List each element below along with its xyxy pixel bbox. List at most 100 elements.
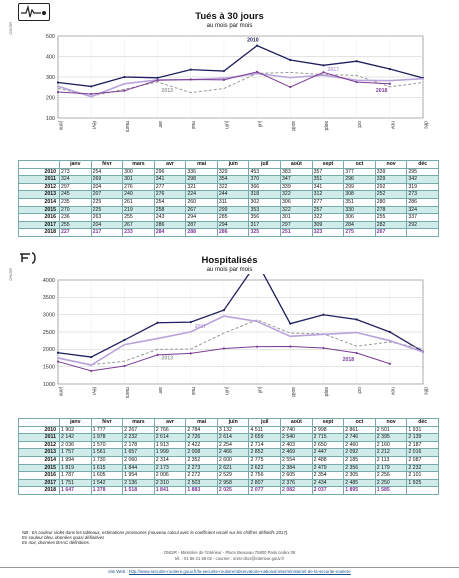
table2-value-cell: 2 139: [406, 433, 439, 442]
table1-value-cell: 240: [122, 190, 155, 199]
chart2-xtick-group: sept: [323, 387, 329, 397]
table1-value-cell: 258: [153, 205, 187, 215]
table2-header-cell: avr: [153, 418, 187, 427]
table1-value-cell: 329: [216, 167, 250, 177]
table2-value-cell: 2 614: [216, 433, 250, 442]
chart2-xtick-label: mai: [190, 387, 196, 395]
chart2-xtick-label: juin: [223, 386, 229, 395]
chart2-ytick-label: 1500: [43, 364, 55, 370]
table1-value-cell: 339: [374, 167, 408, 177]
table1-value-cell: 296: [343, 175, 376, 184]
chart2-xtick-label: sept: [323, 387, 329, 397]
table1-value-cell: 285: [216, 213, 250, 222]
table2-table-row: 2017 1 751 1 542 2 136 2 310 2 503 2 958 2 807 2…: [18, 478, 439, 488]
chart1-series-annotation-2013: 2013: [162, 88, 174, 94]
chart1-point-2010: [123, 75, 126, 79]
table2-value-cell: 1 542: [90, 478, 124, 488]
chart2-point-2010: [388, 330, 391, 334]
table2-value-cell: 2 659: [248, 433, 282, 442]
chart1-point-2010: [388, 67, 391, 71]
footer-address: ONISR - Ministère de l'Intérieur - Place…: [163, 550, 296, 555]
table2-value-cell: 2 212: [374, 448, 408, 457]
chart1-xtick-group: juil: [257, 120, 263, 127]
table1-value-cell: 302: [248, 197, 282, 207]
chart2-point-2018: [355, 351, 358, 355]
table1-value-cell: 275: [343, 228, 376, 237]
table2-header-cell: mars: [122, 418, 155, 427]
chart2-point-2017: [90, 364, 93, 367]
table1-value-cell: 224: [185, 190, 218, 199]
chart1-point-2017: [90, 95, 93, 98]
table1-value-cell: 342: [406, 175, 439, 184]
table1-value-cell: 322: [280, 205, 313, 215]
table2-value-cell: 2 254: [216, 440, 250, 450]
table2-value-cell: 2 267: [122, 425, 155, 435]
table1-table-row: 2012 297 204 276 277 321 322 366 339 341 299 292 319: [18, 182, 439, 192]
table2-value-cell: 1 902: [59, 425, 92, 435]
note-line-3: En noir, données BAAC définitives.: [22, 540, 91, 546]
table2-value-cell: 2 852: [248, 448, 282, 457]
chart2-xtick-label: mars: [124, 387, 130, 399]
chart2-xtick-label: déc: [423, 387, 429, 396]
table1-table-row: 2018 227 217 233 284 288 286 325 251 323 275 267: [18, 228, 439, 237]
table1-value-cell: 366: [248, 182, 282, 192]
table2-value-cell: 1 647: [59, 486, 92, 495]
table1-value-cell: 286: [406, 197, 439, 207]
table1-table-row: 2014 235 225 261 254 260 311 302 306 277 351 280 286: [18, 197, 439, 207]
table2-value-cell: 1 999: [153, 448, 187, 457]
table1-header-cell: mai: [185, 160, 218, 169]
table2-header-cell: déc: [406, 418, 439, 427]
table2-value-cell: 2 272: [185, 471, 218, 480]
table1-value-cell: 312: [311, 190, 345, 199]
table2-table-row: 2010 1 902 1 777 2 267 2 766 2 784 3 132 4 511 2…: [18, 425, 439, 435]
chart2-ytick-label: 1000: [43, 382, 55, 388]
table1-value-cell: 317: [248, 220, 282, 230]
onisr-logo-top: [18, 3, 50, 21]
table1-value-cell: 273: [59, 167, 92, 177]
table1-year-cell: 2010: [18, 167, 60, 177]
table1-value-cell: 324: [406, 205, 439, 215]
table2-year-cell: 2015: [18, 463, 60, 473]
table1-value-cell: 243: [153, 213, 187, 222]
chart1-point-2010: [322, 64, 325, 67]
table1-year-cell: 2013: [18, 190, 60, 199]
chart2-point-2017: [189, 330, 192, 333]
table2-value-cell: 1 925: [406, 478, 439, 488]
table2-value-cell: 2 861: [343, 425, 376, 435]
chart1-series-annotation-2017: 2017: [327, 67, 339, 73]
table2-value-cell: 1 378: [90, 486, 124, 495]
table1-value-cell: 286: [153, 220, 187, 230]
table1-year-cell: 2018: [18, 228, 60, 237]
chart2-point-2010: [56, 351, 60, 354]
chart1-point-2010: [355, 60, 358, 63]
table1-year-cell: 2015: [18, 205, 60, 215]
chart2-xtick-group: déc: [423, 387, 429, 396]
footer-url-link[interactable]: http://www.securite-routiere.gouv.fr/la-…: [128, 569, 351, 574]
table2-header-cell: janv: [59, 418, 92, 427]
table1-value-cell: 323: [311, 228, 345, 237]
table1-value-cell: 318: [248, 190, 282, 199]
chart1-xtick-label: oct: [356, 121, 362, 128]
chart2-point-2010: [189, 321, 192, 324]
table1-value-cell: 286: [216, 228, 250, 237]
table1-value-cell: 288: [185, 228, 218, 237]
table2-value-cell: 2 622: [248, 463, 282, 473]
chart2-point-2018: [156, 353, 159, 356]
table2-value-cell: 2 501: [374, 425, 408, 435]
table2-value-cell: 2 503: [185, 478, 218, 488]
chart1-xtick-label: déc: [423, 121, 429, 130]
table2-value-cell: 1 844: [122, 463, 155, 473]
table1-table-row: 2017 255 204 267 286 287 294 317 297 309 284 282 292: [18, 220, 439, 230]
table1-year-cell: 2017: [18, 220, 60, 230]
table2-value-cell: 2 025: [216, 486, 250, 495]
table2-value-cell: 2 395: [374, 433, 408, 442]
chart2-point-2018: [123, 364, 126, 368]
table2-value-cell: 2 714: [248, 440, 282, 450]
table2-value-cell: 2 746: [343, 433, 376, 442]
chart1-point-2017: [355, 79, 358, 82]
footer-contact: tél. : 01 86 21 59 02 - courriel : onisr…: [174, 556, 285, 561]
table2-value-cell: 3 132: [216, 425, 250, 435]
table1-header-corner: [18, 160, 60, 169]
chart1-xtick-group: févr: [91, 121, 97, 130]
table2-value-cell: 2 766: [153, 425, 187, 435]
